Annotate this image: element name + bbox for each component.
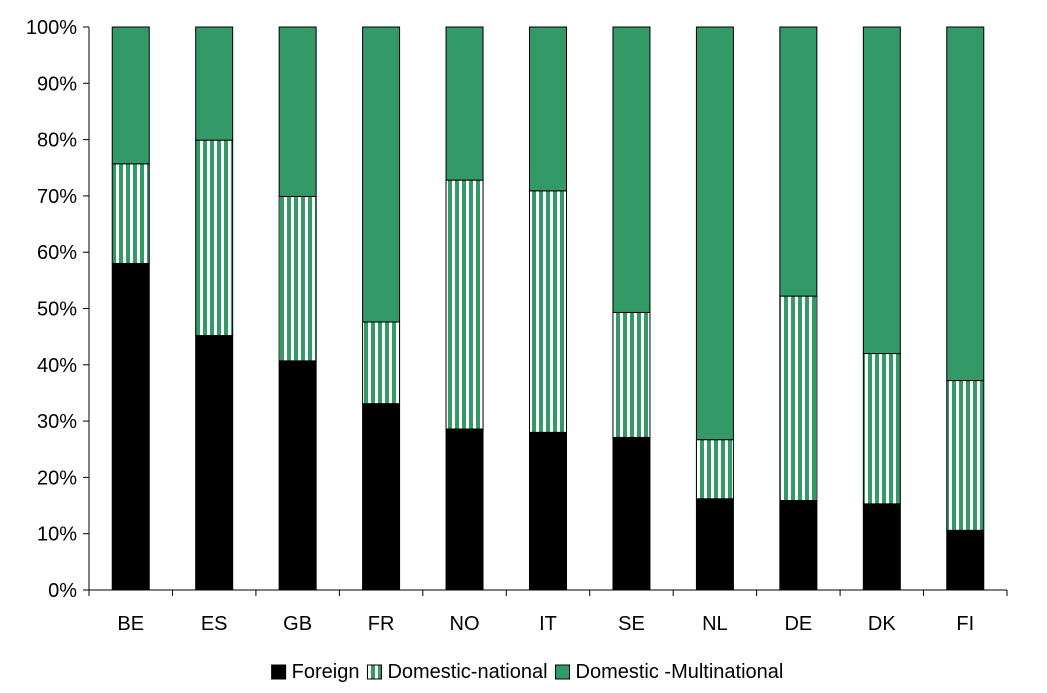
legend-label: Foreign [292, 661, 360, 683]
x-tick-label: DK [868, 613, 896, 635]
y-tick-label: 100% [26, 17, 77, 39]
bar-foreign-fi [946, 529, 985, 591]
bar-foreign-dk [862, 503, 901, 591]
bar-domestic-multinational-se [612, 26, 651, 313]
bar-domestic-national-se [612, 311, 651, 438]
bar-foreign-be [111, 262, 150, 591]
bar-foreign-nl [695, 498, 734, 591]
bar-foreign-fr [362, 403, 401, 591]
legend-label: Domestic -Multinational [576, 661, 784, 683]
plot-area [111, 26, 985, 591]
bar-domestic-national-dk [862, 353, 901, 505]
x-tick-label: IT [539, 613, 557, 635]
bar-domestic-multinational-fi [946, 26, 985, 382]
legend-item: Domestic-national [366, 661, 548, 683]
legend-label: Domestic-national [387, 661, 547, 683]
bar-domestic-multinational-gb [278, 26, 317, 197]
x-tick-label: GB [283, 613, 312, 635]
y-tick-label: 30% [37, 411, 77, 433]
bar-domestic-multinational-es [195, 26, 234, 141]
bar-foreign-se [612, 436, 651, 591]
y-tick-label: 10% [37, 524, 77, 546]
legend-item: Domestic -Multinational [555, 661, 784, 683]
legend-swatch [366, 664, 382, 680]
bar-domestic-national-fi [946, 380, 985, 531]
bar-domestic-multinational-fr [362, 26, 401, 323]
legend-swatch [271, 664, 287, 680]
bar-domestic-multinational-it [529, 26, 567, 192]
bar-foreign-gb [278, 360, 317, 591]
bar-domestic-national-it [529, 190, 567, 433]
legend-item: Foreign [271, 661, 360, 683]
bar-domestic-national-gb [278, 195, 317, 362]
bar-foreign-it [529, 431, 567, 591]
y-tick-label: 60% [37, 242, 77, 264]
bar-domestic-multinational-de [779, 26, 818, 297]
bar-foreign-es [195, 335, 234, 591]
y-axis: 0% 10% 20% 30% 40% 50% 60% 70% 80% 90% 100% [26, 17, 90, 602]
y-tick-label: 80% [37, 130, 77, 152]
bar-foreign-de [779, 499, 818, 591]
bar-domestic-national-be [111, 163, 150, 264]
y-tick-label: 50% [37, 299, 77, 321]
bar-domestic-multinational-nl [695, 26, 734, 441]
legend: Foreign Domestic-national Domestic -Multin… [271, 661, 784, 683]
x-tick-label: BE [117, 613, 144, 635]
x-tick-label: FR [368, 613, 395, 635]
bar-domestic-national-no [445, 179, 484, 430]
bar-domestic-national-nl [695, 439, 734, 500]
y-tick-label: 20% [37, 467, 77, 489]
bar-domestic-national-fr [362, 321, 401, 405]
bar-domestic-multinational-no [445, 26, 484, 181]
x-tick-label: NO [450, 613, 480, 635]
x-tick-label: NL [702, 613, 728, 635]
bar-domestic-national-es [195, 139, 234, 337]
legend-swatch [555, 664, 571, 680]
x-tick-label: FI [956, 613, 974, 635]
bar-domestic-multinational-dk [862, 26, 901, 355]
x-tick-label: ES [201, 613, 228, 635]
y-tick-label: 40% [37, 355, 77, 377]
y-tick-label: 70% [37, 186, 77, 208]
y-tick-label: 90% [37, 73, 77, 95]
x-tick-label: SE [618, 613, 645, 635]
bar-foreign-no [445, 428, 484, 591]
y-tick-label: 0% [48, 580, 77, 602]
x-axis: BE ES GB FR NO IT SE NL DE DK FI [88, 589, 1008, 635]
bar-domestic-multinational-be [111, 26, 150, 165]
x-tick-label: DE [784, 613, 812, 635]
bar-domestic-national-de [779, 295, 818, 501]
